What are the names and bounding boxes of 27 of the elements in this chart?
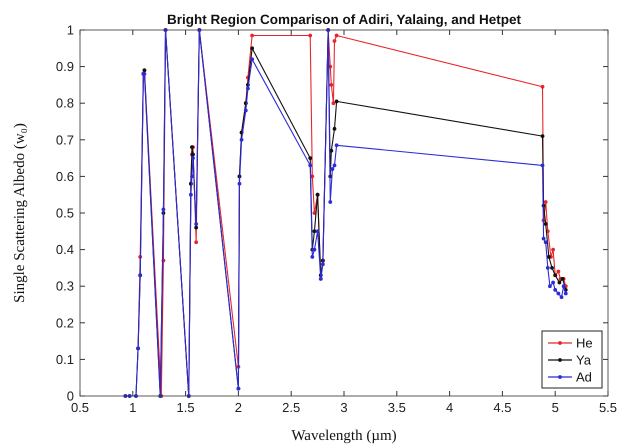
y-tick-label: 0.4 <box>56 242 74 258</box>
x-tick-label: 2.5 <box>282 400 300 415</box>
x-tick-label: 4.5 <box>493 400 512 415</box>
chart-title: Bright Region Comparison of Adiri, Yalaing, and Hetpet <box>166 12 522 27</box>
y-tick-label: 0.5 <box>56 206 74 220</box>
y-axis-title: Single Scattering Albedo (w₀) <box>12 123 28 303</box>
legend-label: Ya <box>576 352 592 368</box>
x-tick-label: 5.5 <box>598 400 618 415</box>
x-tick-label: 1.5 <box>176 400 195 415</box>
legend-label: Ad <box>576 370 592 384</box>
legend-label: He <box>576 336 593 350</box>
y-tick-label: 0.7 <box>56 132 74 148</box>
y-tick-label: 0.2 <box>56 315 74 330</box>
y-tick-label: 0 <box>66 388 74 404</box>
x-tick-label: 5 <box>552 400 559 415</box>
y-tick-label: 1 <box>66 22 74 38</box>
y-tick-label: 0.9 <box>56 59 74 74</box>
y-tick-label: 0.6 <box>56 168 74 184</box>
x-axis-title: Wavelength (µm) <box>291 428 397 444</box>
x-tick-label: 4 <box>446 400 454 415</box>
x-tick-label: 1 <box>129 400 136 415</box>
y-tick-label: 0.3 <box>56 278 74 294</box>
y-tick-label: 0.1 <box>56 352 74 367</box>
y-tick-label: 0.8 <box>56 96 74 111</box>
x-tick-label: 3.5 <box>388 400 406 415</box>
x-tick-label: 2 <box>234 400 242 415</box>
x-tick-label: 3 <box>340 400 348 415</box>
